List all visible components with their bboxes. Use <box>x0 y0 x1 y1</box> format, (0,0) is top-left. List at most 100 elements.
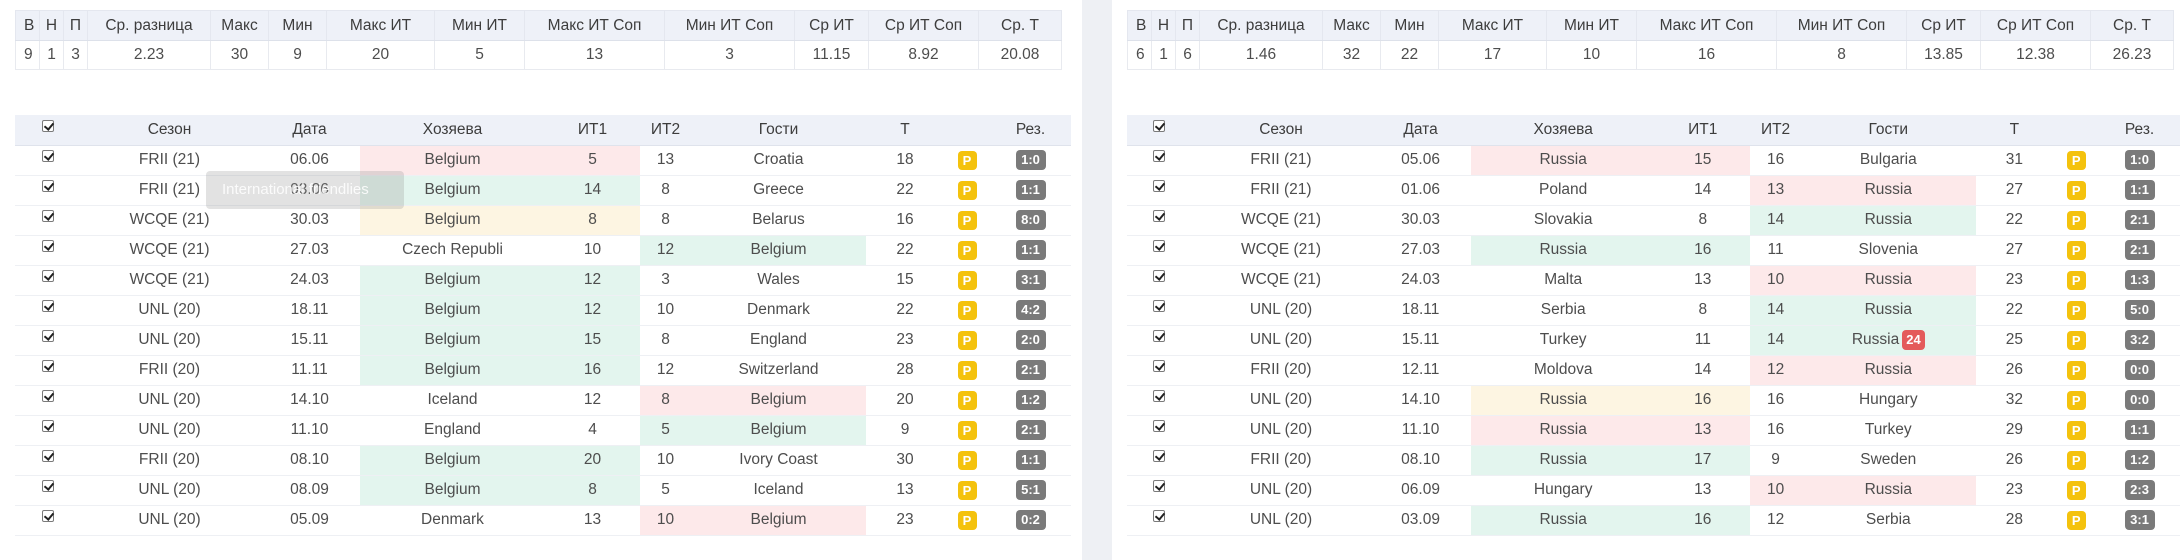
away-team-cell[interactable]: Turkey <box>1801 415 1976 446</box>
home-team-cell[interactable]: Belgium <box>360 355 545 386</box>
away-team-cell[interactable]: Wales <box>691 265 866 296</box>
p-badge[interactable]: P <box>2066 270 2086 290</box>
result-badge[interactable]: 1:1 <box>1015 450 1046 470</box>
result-badge[interactable]: 3:1 <box>2124 510 2155 530</box>
result-badge[interactable]: 5:0 <box>2124 300 2155 320</box>
row-checkbox[interactable] <box>1153 359 1166 372</box>
result-cell[interactable]: 5:1 <box>990 475 1071 506</box>
p-badge[interactable]: P <box>2066 210 2086 230</box>
row-select-cell[interactable] <box>15 235 80 266</box>
p-cell[interactable]: P <box>2053 505 2100 536</box>
row-select-cell[interactable] <box>1127 415 1192 446</box>
row-checkbox[interactable] <box>1153 419 1166 432</box>
result-cell[interactable]: 3:1 <box>990 265 1071 296</box>
p-badge[interactable]: P <box>2066 150 2086 170</box>
row-checkbox[interactable] <box>1153 239 1166 252</box>
row-checkbox[interactable] <box>41 509 54 522</box>
away-team-cell[interactable]: Iceland <box>691 475 866 506</box>
row-select-cell[interactable] <box>1127 475 1192 506</box>
p-badge[interactable]: P <box>2066 300 2086 320</box>
match-row[interactable]: FRII (20) 11.11 Belgium 16 12 Switzerland 28 P 2… <box>15 355 1071 386</box>
away-team-cell[interactable]: Denmark <box>691 295 866 326</box>
match-row[interactable]: WCQE (21) 27.03 Czech Republi 10 12 Belgium 22… <box>15 235 1071 266</box>
result-badge[interactable]: 0:0 <box>2124 360 2155 380</box>
home-team-cell[interactable]: Belgium <box>360 475 545 506</box>
p-badge[interactable]: P <box>2066 510 2086 530</box>
home-team-cell[interactable]: Belgium <box>360 325 545 356</box>
match-row[interactable]: UNL (20) 11.10 England 4 5 Belgium 9 P 2:1 <box>15 415 1071 446</box>
result-cell[interactable]: 2:3 <box>2099 475 2180 506</box>
row-checkbox[interactable] <box>1153 299 1166 312</box>
p-badge[interactable]: P <box>957 180 977 200</box>
p-cell[interactable]: P <box>2053 445 2100 476</box>
row-select-cell[interactable] <box>1127 175 1192 206</box>
away-team-name[interactable]: Russia <box>1864 301 1912 318</box>
result-badge[interactable]: 8:0 <box>1015 210 1046 230</box>
column-header-home[interactable]: Хозяева <box>1470 115 1656 146</box>
home-team-cell[interactable]: Belgium <box>360 175 545 206</box>
away-team-cell[interactable]: Russia <box>1801 475 1976 506</box>
result-badge[interactable]: 1:1 <box>2124 420 2155 440</box>
row-checkbox[interactable] <box>1153 329 1166 342</box>
p-badge[interactable]: P <box>957 450 977 470</box>
row-checkbox[interactable] <box>41 389 54 402</box>
column-header-season[interactable]: Сезон <box>1191 115 1371 146</box>
away-team-cell[interactable]: Belgium <box>691 235 866 266</box>
away-team-name[interactable]: Belarus <box>752 211 805 228</box>
match-row[interactable]: WCQE (21) 30.03 Belgium 8 8 Belarus 16 P 8:0 <box>15 205 1071 236</box>
home-team-cell[interactable]: Belgium <box>360 205 545 236</box>
away-team-name[interactable]: Russia <box>1864 361 1912 378</box>
p-badge[interactable]: P <box>957 240 977 260</box>
select-all-checkbox[interactable] <box>41 119 54 132</box>
result-cell[interactable]: 2:1 <box>2099 205 2180 236</box>
away-team-name[interactable]: Ivory Coast <box>739 451 818 468</box>
result-cell[interactable]: 5:0 <box>2099 295 2180 326</box>
p-badge[interactable]: P <box>2066 240 2086 260</box>
p-cell[interactable]: P <box>944 415 990 446</box>
away-team-cell[interactable]: Sweden <box>1801 445 1976 476</box>
match-row[interactable]: WCQE (21) 27.03 Russia 16 11 Slovenia 27 P 2:1 <box>1127 235 2180 266</box>
home-team-cell[interactable]: Russia <box>1470 235 1656 266</box>
p-cell[interactable]: P <box>2053 265 2100 296</box>
result-cell[interactable]: 8:0 <box>990 205 1071 236</box>
row-checkbox[interactable] <box>1153 209 1166 222</box>
row-select-cell[interactable] <box>1127 145 1192 176</box>
home-team-cell[interactable]: Malta <box>1470 265 1656 296</box>
home-team-cell[interactable]: Turkey <box>1470 325 1656 356</box>
p-cell[interactable]: P <box>2053 385 2100 416</box>
row-select-cell[interactable] <box>15 205 80 236</box>
row-checkbox[interactable] <box>41 179 54 192</box>
p-cell[interactable]: P <box>944 385 990 416</box>
column-header-result[interactable]: Рез. <box>2099 115 2180 146</box>
result-cell[interactable]: 1:1 <box>990 235 1071 266</box>
p-cell[interactable]: P <box>2053 325 2100 356</box>
result-cell[interactable]: 2:1 <box>2099 235 2180 266</box>
row-select-cell[interactable] <box>15 505 80 536</box>
match-row[interactable]: FRII (20) 08.10 Belgium 20 10 Ivory Coast 30 P 1… <box>15 445 1071 476</box>
row-checkbox[interactable] <box>1153 449 1166 462</box>
home-team-cell[interactable]: Serbia <box>1470 295 1656 326</box>
p-cell[interactable]: P <box>944 475 990 506</box>
away-team-cell[interactable]: Russia <box>1801 175 1976 206</box>
p-badge[interactable]: P <box>957 270 977 290</box>
row-select-cell[interactable] <box>15 415 80 446</box>
column-header-season[interactable]: Сезон <box>80 115 259 146</box>
result-badge[interactable]: 2:3 <box>2124 480 2155 500</box>
home-team-cell[interactable]: Belgium <box>360 265 545 296</box>
p-badge[interactable]: P <box>957 330 977 350</box>
result-badge[interactable]: 2:1 <box>1015 360 1046 380</box>
away-team-name[interactable]: Russia <box>1864 181 1912 198</box>
column-header-home[interactable]: Хозяева <box>360 115 545 146</box>
result-badge[interactable]: 4:2 <box>1015 300 1046 320</box>
result-cell[interactable]: 0:2 <box>990 505 1071 536</box>
result-badge[interactable]: 3:1 <box>1015 270 1046 290</box>
away-team-name[interactable]: England <box>750 331 807 348</box>
result-cell[interactable]: 2:1 <box>990 415 1071 446</box>
row-select-cell[interactable] <box>1127 445 1192 476</box>
column-header-total[interactable]: Т <box>866 115 944 146</box>
result-badge[interactable]: 2:1 <box>1015 420 1046 440</box>
select-all-header[interactable] <box>15 115 80 146</box>
away-team-cell[interactable]: Russia <box>1801 265 1976 296</box>
match-row[interactable]: FRII (21) 05.06 Russia 15 16 Bulgaria 31 P 1:0 <box>1127 145 2180 176</box>
result-cell[interactable]: 1:1 <box>2099 415 2180 446</box>
